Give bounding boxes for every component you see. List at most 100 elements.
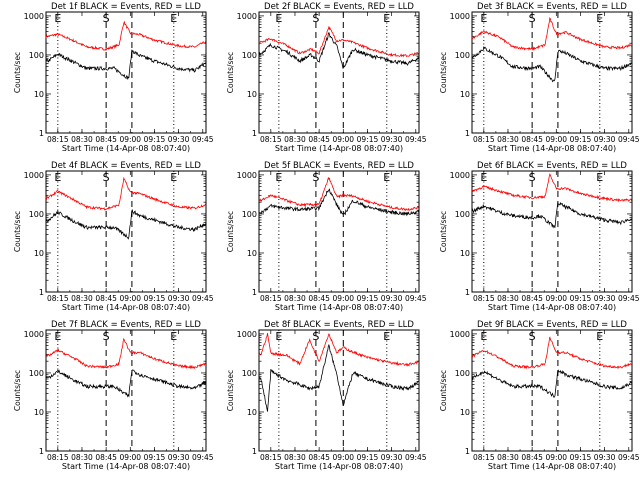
x-tick-label: 09:30 [594, 135, 616, 144]
series-line-events [471, 369, 632, 398]
plot-frame [45, 11, 207, 134]
x-tick-label: 08:30 [71, 453, 93, 462]
series-line-events [45, 49, 206, 80]
x-tick-label: 08:15 [473, 294, 495, 303]
marker-label: S [312, 171, 319, 184]
x-tick-label: 09:45 [405, 453, 427, 462]
plot-frame [471, 11, 633, 134]
series-line-lld [45, 337, 206, 370]
plot-frame [45, 170, 207, 293]
y-tick-label: 1000 [24, 12, 44, 21]
x-tick-label: 09:30 [381, 294, 403, 303]
x-tick-label: 08:45 [308, 135, 330, 144]
x-axis-label: Start Time (14-Apr-08 08:07:40) [62, 303, 190, 312]
marker-label: E [596, 330, 603, 343]
y-tick-label: 10 [247, 90, 257, 99]
x-tick-label: 08:45 [521, 453, 543, 462]
series-line-lld [258, 333, 419, 367]
chart-title: Det 7f BLACK = Events, RED = LLD [51, 320, 201, 330]
chart-panel-6: Det 6f BLACK = Events, RED = LLD 1 10 100 10… [439, 161, 640, 312]
chart-title: Det 1f BLACK = Events, RED = LLD [51, 2, 201, 12]
x-tick-label: 09:45 [618, 135, 640, 144]
marker-label: E [480, 171, 487, 184]
y-tick-label: 1 [252, 288, 257, 297]
y-axis-label: Counts/sec [13, 370, 22, 411]
chart-title: Det 5f BLACK = Events, RED = LLD [264, 161, 414, 171]
y-tick-label: 1 [252, 129, 257, 138]
y-tick-label: 10 [460, 249, 470, 258]
x-tick-label: 09:15 [570, 294, 592, 303]
x-tick-label: 09:30 [381, 135, 403, 144]
x-tick-label: 08:15 [47, 294, 69, 303]
x-axis-label: Start Time (14-Apr-08 08:07:40) [488, 303, 616, 312]
y-tick-label: 1000 [450, 12, 470, 21]
x-tick-label: 08:15 [473, 453, 495, 462]
marker-label: S [312, 12, 319, 25]
y-axis-label: Counts/sec [13, 211, 22, 252]
chart-title: Det 3f BLACK = Events, RED = LLD [477, 2, 627, 12]
plot-frame [258, 11, 420, 134]
x-tick-label: 09:15 [357, 453, 379, 462]
x-tick-label: 09:45 [405, 135, 427, 144]
y-tick-label: 1 [465, 288, 470, 297]
x-tick-label: 09:00 [332, 453, 354, 462]
y-tick-label: 1000 [24, 330, 44, 339]
y-tick-label: 1 [465, 447, 470, 456]
y-tick-label: 10 [34, 90, 44, 99]
chart-title: Det 4f BLACK = Events, RED = LLD [51, 161, 201, 171]
x-tick-label: 09:15 [570, 135, 592, 144]
y-tick-label: 100 [29, 51, 44, 60]
x-tick-label: 09:30 [168, 135, 190, 144]
y-axis-label: Counts/sec [226, 211, 235, 252]
marker-label: E [54, 12, 61, 25]
series-line-events [258, 31, 419, 69]
x-tick-label: 09:45 [192, 294, 214, 303]
x-tick-label: 08:30 [497, 294, 519, 303]
x-tick-label: 09:30 [594, 294, 616, 303]
x-tick-label: 08:30 [71, 294, 93, 303]
x-tick-label: 09:15 [144, 135, 166, 144]
marker-label: E [596, 12, 603, 25]
y-tick-label: 100 [242, 210, 257, 219]
marker-label: E [275, 171, 282, 184]
y-tick-label: 10 [247, 249, 257, 258]
x-tick-label: 08:45 [521, 294, 543, 303]
x-tick-label: 08:45 [308, 453, 330, 462]
x-axis-label: Start Time (14-Apr-08 08:07:40) [275, 462, 403, 471]
x-tick-label: 08:45 [95, 294, 117, 303]
y-tick-label: 10 [34, 249, 44, 258]
y-axis-label: Counts/sec [439, 52, 448, 93]
chart-panel-9: Det 9f BLACK = Events, RED = LLD 1 10 100 10… [439, 320, 640, 471]
marker-label: E [54, 330, 61, 343]
x-tick-label: 08:45 [95, 453, 117, 462]
plot-frame [471, 170, 633, 293]
x-tick-label: 09:30 [168, 294, 190, 303]
y-tick-label: 1000 [237, 12, 257, 21]
y-axis-label: Counts/sec [13, 52, 22, 93]
x-tick-label: 08:45 [308, 294, 330, 303]
y-tick-label: 1 [39, 129, 44, 138]
marker-label: S [103, 330, 110, 343]
chart-title: Det 8f BLACK = Events, RED = LLD [264, 320, 414, 330]
y-tick-label: 10 [247, 408, 257, 417]
x-tick-label: 08:15 [260, 294, 282, 303]
marker-label: E [596, 171, 603, 184]
chart-title: Det 9f BLACK = Events, RED = LLD [477, 320, 627, 330]
x-tick-label: 08:15 [260, 135, 282, 144]
x-tick-label: 09:00 [332, 135, 354, 144]
x-tick-label: 08:15 [47, 135, 69, 144]
marker-label: S [529, 171, 536, 184]
x-tick-label: 09:00 [545, 135, 567, 144]
chart-panel-1: Det 1f BLACK = Events, RED = LLD 1 10 100 10… [13, 2, 214, 153]
x-axis-label: Start Time (14-Apr-08 08:07:40) [62, 462, 190, 471]
series-line-lld [258, 176, 419, 212]
x-axis-label: Start Time (14-Apr-08 08:07:40) [275, 144, 403, 153]
x-axis-label: Start Time (14-Apr-08 08:07:40) [275, 303, 403, 312]
chart-panel-4: Det 4f BLACK = Events, RED = LLD 1 10 100 10… [13, 161, 214, 312]
series-line-lld [471, 336, 632, 370]
x-tick-label: 08:30 [497, 453, 519, 462]
series-line-lld [45, 176, 206, 211]
y-tick-label: 100 [242, 369, 257, 378]
series-line-lld [471, 173, 632, 203]
x-tick-label: 09:15 [144, 294, 166, 303]
